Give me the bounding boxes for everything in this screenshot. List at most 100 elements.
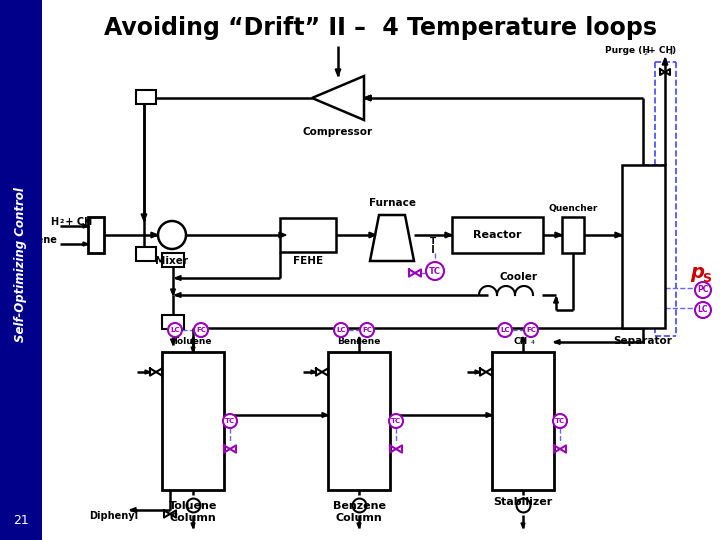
- Polygon shape: [311, 370, 316, 374]
- Circle shape: [524, 323, 538, 337]
- Text: + CH: + CH: [645, 46, 673, 55]
- Circle shape: [158, 221, 186, 249]
- Polygon shape: [322, 413, 328, 417]
- Bar: [162, 352, 224, 490]
- Text: FC: FC: [196, 327, 206, 333]
- Circle shape: [334, 323, 348, 337]
- Bar: [492, 352, 554, 490]
- Text: Mixer: Mixer: [156, 256, 189, 266]
- Text: Furnace: Furnace: [369, 198, 415, 208]
- Text: LC: LC: [500, 327, 510, 333]
- Circle shape: [194, 323, 208, 337]
- Polygon shape: [369, 232, 376, 238]
- Text: FC: FC: [362, 327, 372, 333]
- Polygon shape: [141, 214, 147, 221]
- Text: Quencher: Quencher: [549, 205, 598, 213]
- Polygon shape: [279, 232, 286, 238]
- Circle shape: [360, 323, 374, 337]
- Circle shape: [695, 302, 711, 318]
- Text: 4: 4: [669, 51, 673, 56]
- Polygon shape: [521, 337, 525, 342]
- Bar: [162, 315, 184, 329]
- Polygon shape: [554, 297, 559, 303]
- Text: TC: TC: [555, 418, 565, 424]
- Bar: [280, 218, 336, 252]
- Text: PC: PC: [697, 286, 708, 294]
- Polygon shape: [145, 370, 150, 374]
- Circle shape: [389, 414, 403, 428]
- Text: FC: FC: [526, 327, 536, 333]
- Polygon shape: [171, 339, 176, 345]
- Bar: [162, 253, 184, 267]
- Text: 4: 4: [85, 219, 89, 224]
- Text: Benzene: Benzene: [337, 338, 381, 347]
- Text: p: p: [690, 262, 704, 281]
- Polygon shape: [445, 232, 452, 238]
- Bar: [562, 217, 584, 253]
- Circle shape: [498, 323, 512, 337]
- Text: 21: 21: [13, 514, 29, 526]
- Text: Benzene
Column: Benzene Column: [333, 501, 385, 523]
- Polygon shape: [662, 58, 668, 65]
- Text: Cooler: Cooler: [499, 272, 537, 282]
- Text: TC: TC: [225, 418, 235, 424]
- Polygon shape: [521, 523, 525, 528]
- Text: Self-Optimizing Control: Self-Optimizing Control: [14, 187, 27, 342]
- Text: 2: 2: [59, 219, 63, 224]
- Polygon shape: [175, 275, 181, 280]
- Polygon shape: [171, 289, 176, 295]
- Circle shape: [168, 323, 182, 337]
- Text: Stabilizer: Stabilizer: [493, 497, 553, 507]
- Text: Compressor: Compressor: [303, 127, 373, 137]
- Text: TC: TC: [391, 418, 401, 424]
- Text: Separator: Separator: [613, 336, 672, 346]
- Polygon shape: [370, 215, 414, 261]
- Text: LC: LC: [336, 327, 346, 333]
- Polygon shape: [191, 523, 195, 528]
- Polygon shape: [336, 69, 341, 76]
- Bar: [136, 90, 156, 104]
- Polygon shape: [554, 340, 560, 345]
- Text: Avoiding “Drift” II –  4 Temperature loops: Avoiding “Drift” II – 4 Temperature loop…: [104, 16, 657, 40]
- Text: LC: LC: [170, 327, 180, 333]
- Polygon shape: [364, 95, 371, 101]
- Text: T: T: [430, 237, 436, 246]
- Bar: [622, 165, 665, 328]
- Polygon shape: [357, 337, 361, 342]
- Polygon shape: [175, 293, 181, 298]
- Text: Toluene
Column: Toluene Column: [168, 501, 217, 523]
- Polygon shape: [191, 347, 195, 352]
- Bar: [452, 217, 543, 253]
- Bar: [88, 217, 104, 253]
- Text: CH: CH: [514, 338, 528, 347]
- Polygon shape: [83, 224, 88, 228]
- Text: Toluene: Toluene: [174, 338, 212, 347]
- Text: H: H: [50, 217, 58, 227]
- Polygon shape: [312, 76, 364, 120]
- Polygon shape: [364, 95, 371, 101]
- Polygon shape: [83, 242, 88, 246]
- Polygon shape: [555, 232, 562, 238]
- Text: S: S: [702, 273, 711, 286]
- Text: Diphenyl: Diphenyl: [89, 511, 138, 521]
- Text: Toluene: Toluene: [15, 235, 58, 245]
- Text: FEHE: FEHE: [293, 256, 323, 266]
- Text: ): ): [671, 46, 675, 55]
- Polygon shape: [130, 508, 136, 512]
- Text: LC: LC: [698, 306, 708, 314]
- Polygon shape: [191, 337, 195, 342]
- Polygon shape: [475, 370, 480, 374]
- Text: Purge (H: Purge (H: [605, 46, 650, 55]
- Text: 4: 4: [531, 341, 535, 346]
- Text: Reactor: Reactor: [473, 230, 521, 240]
- Polygon shape: [151, 232, 158, 238]
- Circle shape: [426, 262, 444, 280]
- Circle shape: [223, 414, 237, 428]
- Polygon shape: [486, 413, 492, 417]
- Text: + CH: + CH: [62, 217, 92, 227]
- Polygon shape: [615, 232, 622, 238]
- Polygon shape: [357, 523, 361, 528]
- Circle shape: [553, 414, 567, 428]
- Circle shape: [695, 282, 711, 298]
- Bar: [0, 0, 42, 540]
